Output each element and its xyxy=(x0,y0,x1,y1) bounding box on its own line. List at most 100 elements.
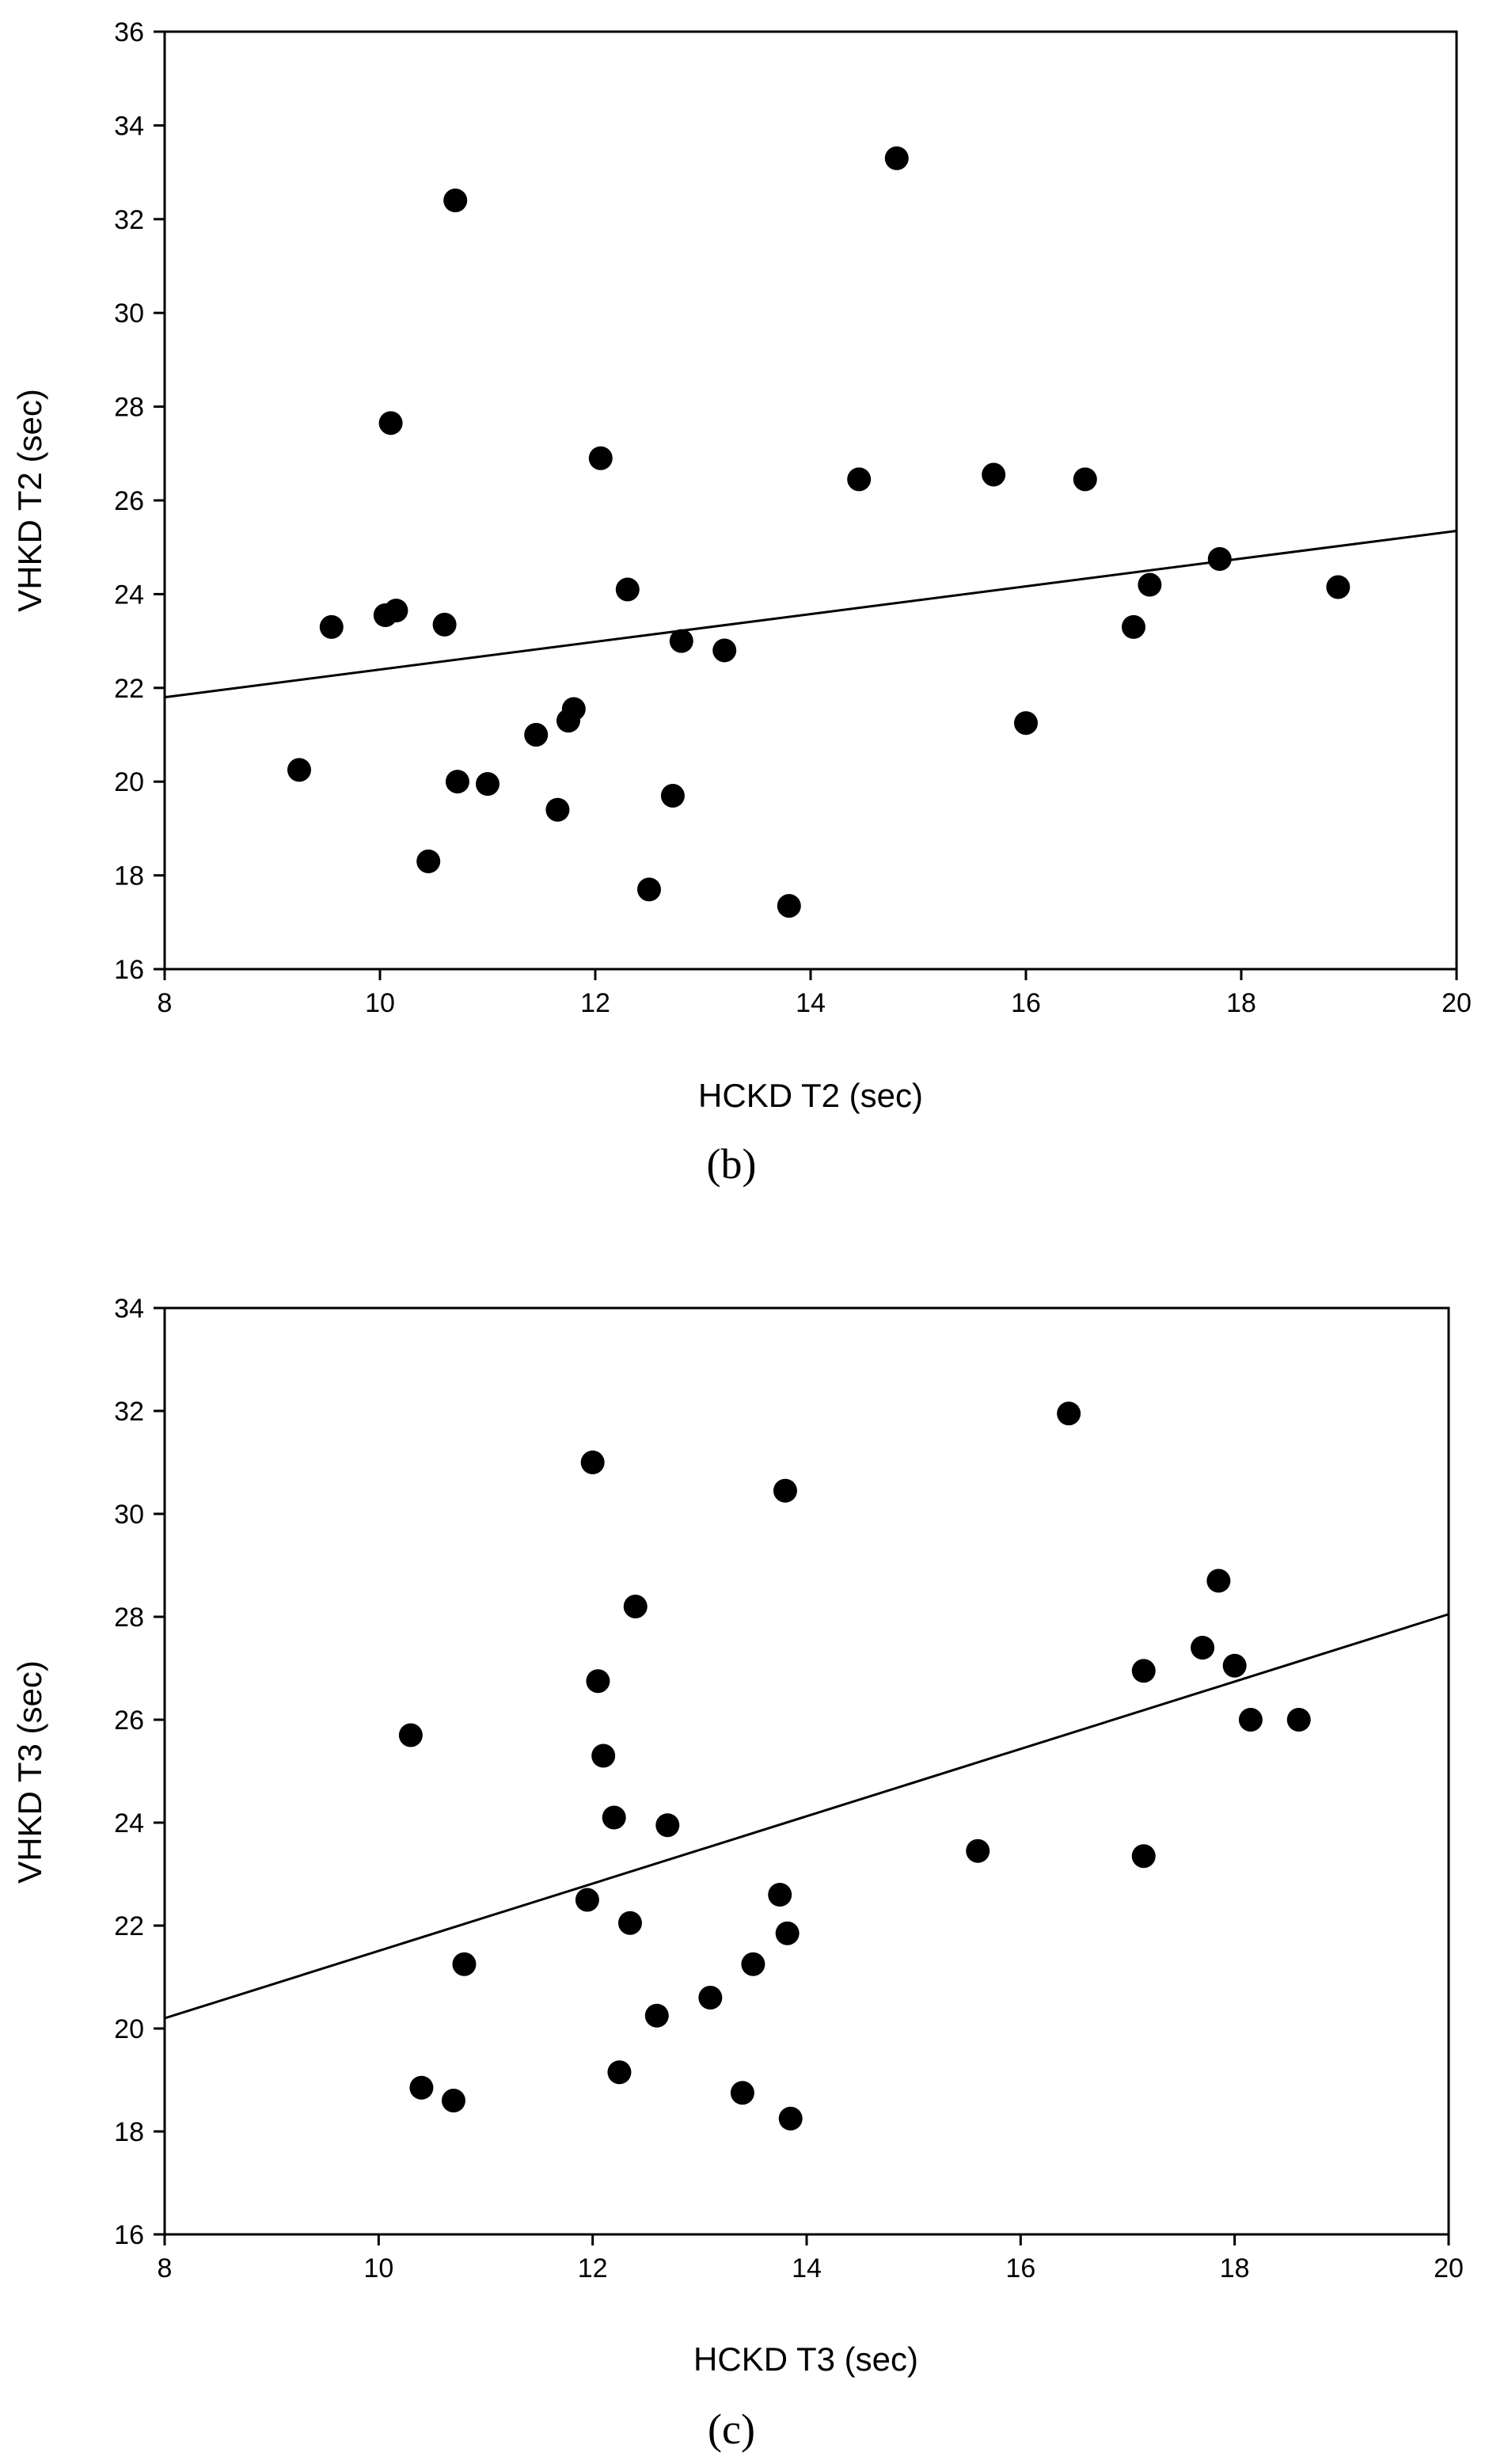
data-point xyxy=(1191,1636,1215,1660)
regression-line xyxy=(164,1613,1449,2020)
data-point xyxy=(775,1921,800,1945)
data-point xyxy=(660,783,685,808)
data-point xyxy=(637,877,661,902)
y-tick-label: 26 xyxy=(114,486,144,516)
data-point xyxy=(982,462,1006,487)
x-tick-label: 18 xyxy=(1220,2253,1250,2283)
x-tick-label: 10 xyxy=(363,2253,393,2283)
x-tick-label: 8 xyxy=(158,988,173,1018)
y-tick-label: 16 xyxy=(114,955,144,985)
plot-frame xyxy=(163,30,1458,971)
data-point xyxy=(741,1952,765,1976)
data-point xyxy=(384,599,408,623)
x-axis-title: HCKD T3 (sec) xyxy=(693,2340,918,2378)
data-point xyxy=(1138,572,1162,597)
y-axis-title: VHKD T3 (sec) xyxy=(11,1660,48,1884)
x-tick-label: 12 xyxy=(580,988,610,1018)
data-point xyxy=(452,1952,477,1976)
y-tick-label: 24 xyxy=(114,1808,144,1838)
data-point xyxy=(966,1838,990,1863)
data-point xyxy=(1057,1401,1081,1426)
y-tick-label: 26 xyxy=(114,1705,144,1736)
x-tick-label: 16 xyxy=(1011,988,1041,1018)
data-point xyxy=(615,577,640,602)
x-axis-title: HCKD T2 (sec) xyxy=(698,1077,923,1114)
data-point xyxy=(644,2003,669,2028)
scatter-panel-c: 8 10 12 14 16 18 20 16 18 20 22 24 26 28 30 32 34 VHKD T… xyxy=(11,1294,1464,2453)
data-point xyxy=(561,697,586,721)
scatter-panel-b: 8 10 12 14 16 18 20 16 18 20 22 24 26 28 30 32 34 36 VHKD… xyxy=(11,17,1472,1188)
data-point xyxy=(575,1888,599,1912)
data-point xyxy=(287,758,311,782)
data-point xyxy=(730,2081,754,2105)
data-point xyxy=(524,723,549,747)
data-point xyxy=(655,1813,680,1838)
x-tick-label: 8 xyxy=(158,2253,173,2283)
data-point xyxy=(476,772,499,797)
y-tick-label: 20 xyxy=(114,2014,144,2044)
y-tick-label: 32 xyxy=(114,205,144,235)
panel-caption: (b) xyxy=(707,1140,757,1188)
data-point xyxy=(432,612,457,637)
data-point xyxy=(602,1805,626,1830)
x-tick-label: 18 xyxy=(1226,988,1256,1018)
y-tick-label: 32 xyxy=(114,1397,144,1427)
axis-ticks: 8 10 12 14 16 18 20 16 18 20 22 24 26 28 30 32 34 36 xyxy=(114,17,1472,1018)
data-point xyxy=(623,1595,648,1618)
data-point xyxy=(416,849,441,873)
data-point xyxy=(591,1743,616,1768)
data-point xyxy=(545,797,570,822)
y-tick-label: 22 xyxy=(114,674,144,704)
data-point xyxy=(1206,1569,1231,1593)
x-tick-label: 14 xyxy=(792,2253,822,2283)
data-point xyxy=(777,894,801,918)
data-point xyxy=(586,1669,610,1694)
data-point xyxy=(1014,711,1038,736)
data-point xyxy=(1131,1659,1156,1683)
x-tick-label: 16 xyxy=(1005,2253,1035,2283)
plot-frame xyxy=(163,1306,1450,2236)
y-tick-label: 16 xyxy=(114,2220,144,2250)
data-point xyxy=(773,1478,797,1503)
x-tick-label: 10 xyxy=(365,988,395,1018)
y-tick-label: 30 xyxy=(114,1500,144,1530)
data-point xyxy=(1222,1653,1247,1678)
data-point xyxy=(378,411,403,435)
y-tick-label: 24 xyxy=(114,580,144,610)
data-point xyxy=(847,467,872,492)
data-point xyxy=(778,2106,803,2131)
y-tick-label: 28 xyxy=(114,1603,144,1633)
data-point xyxy=(607,2060,632,2085)
regression-line xyxy=(164,529,1457,699)
y-tick-label: 30 xyxy=(114,298,144,329)
y-tick-label: 22 xyxy=(114,1911,144,1941)
x-tick-label: 20 xyxy=(1434,2253,1464,2283)
data-point xyxy=(588,446,613,470)
panel-caption: (c) xyxy=(708,2405,755,2453)
data-point xyxy=(669,629,693,653)
data-point xyxy=(443,188,468,213)
x-tick-label: 14 xyxy=(796,988,826,1018)
y-tick-label: 28 xyxy=(114,393,144,423)
data-point xyxy=(1286,1708,1311,1732)
data-point xyxy=(884,146,909,170)
data-point xyxy=(1238,1708,1263,1732)
data-point xyxy=(1207,547,1232,571)
y-tick-label: 34 xyxy=(114,1294,144,1324)
y-tick-label: 18 xyxy=(114,2117,144,2147)
data-point xyxy=(398,1723,423,1747)
data-point xyxy=(1326,575,1350,599)
y-tick-label: 36 xyxy=(114,17,144,48)
y-tick-label: 34 xyxy=(114,111,144,141)
axis-ticks: 8 10 12 14 16 18 20 16 18 20 22 24 26 28 30 32 34 xyxy=(114,1294,1464,2283)
data-point xyxy=(580,1451,605,1474)
data-point xyxy=(1122,614,1145,639)
data-point xyxy=(768,1883,792,1907)
data-point xyxy=(1131,1844,1156,1869)
data-point xyxy=(409,2075,434,2100)
data-point xyxy=(319,614,344,639)
x-tick-label: 20 xyxy=(1442,988,1472,1018)
y-axis-title: VHKD T2 (sec) xyxy=(11,389,48,612)
data-point xyxy=(617,1911,642,1935)
